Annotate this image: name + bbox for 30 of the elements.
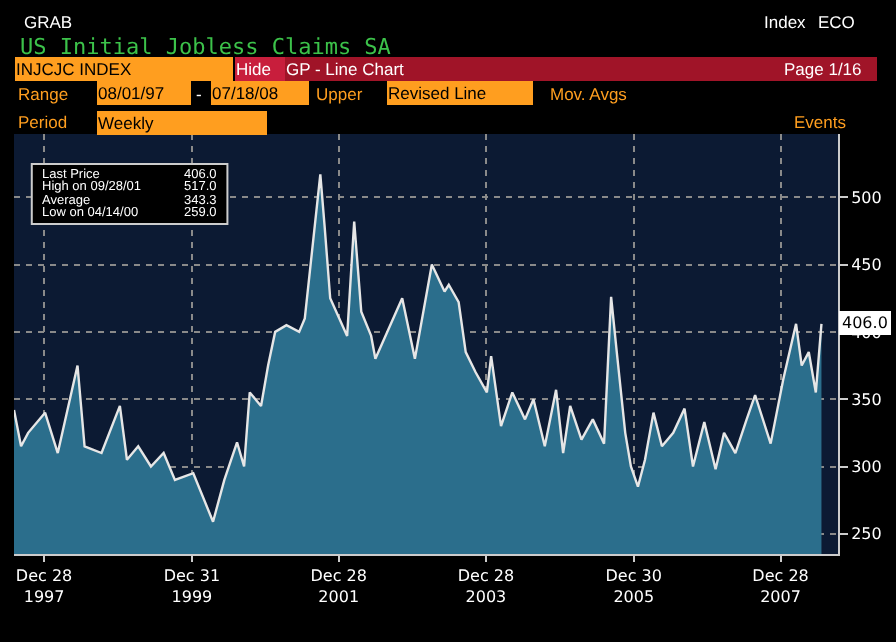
text: Page 1/16 [784,59,863,79]
text: 08/01/97 [98,83,165,103]
text: GRAB [24,12,73,32]
y-tick-label: 300 [851,458,882,477]
text: Range [18,84,69,104]
x-tick-label: Dec 28 1997 [15,567,73,606]
text: Index [764,12,808,32]
annotation: 406.0 [842,314,888,332]
text: Hide [236,59,272,79]
x-tick-label: Dec 28 2007 [752,567,809,606]
y-tick-label: 450 [851,256,882,275]
y-tick-label: 500 [851,188,882,207]
text: Revised Line [388,83,487,103]
x-tick-label: Dec 31 1999 [163,567,221,606]
x-tick-label: Dec 28 2003 [457,567,515,606]
text: Mov. Avgs [550,84,627,104]
text: Upper [316,84,363,104]
text: 07/18/08 [212,83,279,103]
x-tick-label: Dec 28 2001 [310,567,367,606]
x-tick-label: Dec 30 2005 [605,567,662,606]
text: Period [18,112,68,132]
y-tick-label: 250 [851,525,882,544]
text: INJCJC INDEX [16,59,132,79]
text: GP - Line Chart [286,59,406,79]
text: Events [794,112,846,132]
y-tick-label: 350 [851,390,882,409]
text: Weekly [98,113,155,133]
chart-title: US Initial Jobless Claims SA [20,33,392,60]
text: - [196,84,202,104]
text: ECO [818,12,856,32]
